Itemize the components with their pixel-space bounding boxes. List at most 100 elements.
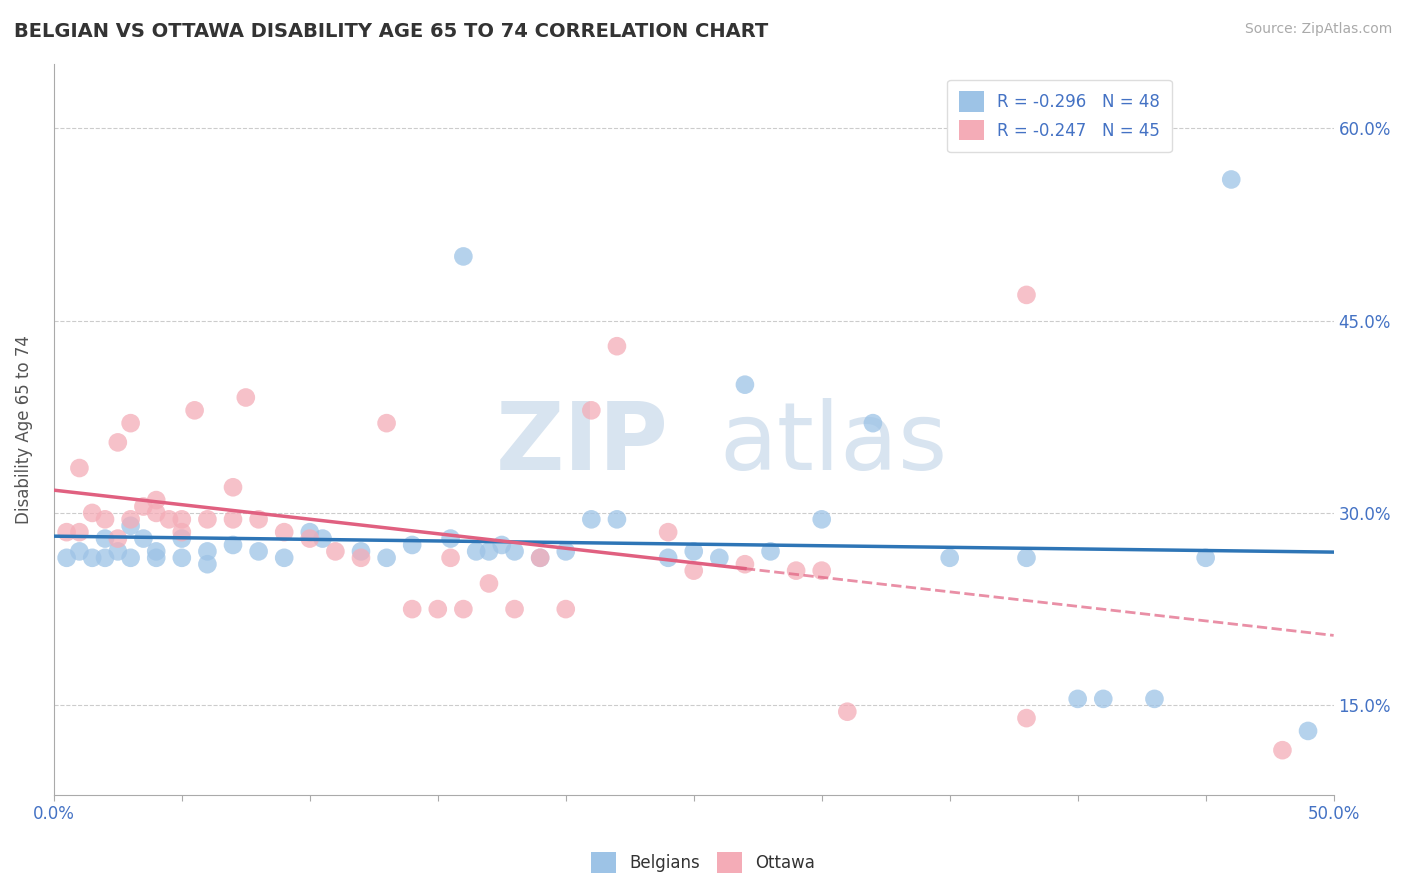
Point (837, 705, 859, 719)
Point (120, 512, 142, 526)
Point (1220, 172, 1243, 186)
Point (197, 512, 219, 526)
Point (1015, 711, 1038, 725)
Point (682, 544, 704, 558)
Point (465, 544, 488, 558)
Point (734, 558, 756, 572)
Point (298, 525, 321, 540)
Point (170, 525, 193, 540)
Point (170, 532, 193, 546)
Point (55, 525, 77, 540)
Point (606, 339, 628, 353)
Point (145, 544, 167, 558)
Point (94, 532, 117, 546)
Point (67, 544, 90, 558)
Text: atlas: atlas (720, 398, 948, 491)
Point (938, 550, 960, 565)
Point (1015, 550, 1038, 565)
Point (657, 550, 679, 565)
Point (581, 512, 603, 526)
Point (453, 602, 475, 616)
Point (145, 550, 167, 565)
Point (682, 564, 704, 578)
Point (55, 550, 77, 565)
Point (862, 416, 884, 430)
Point (298, 532, 321, 546)
Point (350, 550, 373, 565)
Point (606, 512, 628, 526)
Point (325, 544, 347, 558)
Point (426, 602, 449, 616)
Point (157, 512, 180, 526)
Point (94, 512, 117, 526)
Legend: R = -0.296   N = 48, R = -0.247   N = 45: R = -0.296 N = 48, R = -0.247 N = 45 (948, 79, 1171, 152)
Point (529, 550, 551, 565)
Point (145, 506, 167, 520)
Point (439, 550, 461, 565)
Point (197, 558, 219, 572)
Point (247, 512, 270, 526)
Point (132, 500, 155, 514)
Point (375, 416, 398, 430)
Point (503, 602, 526, 616)
Point (759, 544, 782, 558)
Point (554, 544, 576, 558)
Point (120, 518, 142, 533)
Point (478, 544, 501, 558)
Point (235, 391, 257, 405)
Point (170, 550, 193, 565)
Legend: Belgians, Ottawa: Belgians, Ottawa (585, 846, 821, 880)
Point (554, 602, 576, 616)
Point (107, 532, 129, 546)
Point (107, 435, 129, 450)
Point (82, 506, 104, 520)
Point (1015, 288, 1038, 302)
Point (375, 550, 398, 565)
Y-axis label: Disability Age 65 to 74: Disability Age 65 to 74 (15, 335, 32, 524)
Point (170, 512, 193, 526)
Point (478, 576, 501, 591)
Point (581, 403, 603, 417)
Point (197, 544, 219, 558)
Point (67, 525, 90, 540)
Point (120, 550, 142, 565)
Point (810, 564, 832, 578)
Point (222, 480, 245, 494)
Point (183, 403, 205, 417)
Point (311, 532, 333, 546)
Point (94, 550, 117, 565)
Point (145, 493, 167, 508)
Point (734, 377, 756, 392)
Point (1066, 691, 1088, 706)
Point (401, 602, 423, 616)
Point (1195, 550, 1218, 565)
Text: Source: ZipAtlas.com: Source: ZipAtlas.com (1244, 22, 1392, 37)
Point (709, 550, 731, 565)
Point (1092, 691, 1115, 706)
Point (222, 512, 245, 526)
Point (67, 461, 90, 475)
Point (222, 538, 245, 552)
Point (491, 538, 513, 552)
Point (453, 249, 475, 263)
Text: BELGIAN VS OTTAWA DISABILITY AGE 65 TO 74 CORRELATION CHART: BELGIAN VS OTTAWA DISABILITY AGE 65 TO 7… (14, 22, 768, 41)
Point (439, 532, 461, 546)
Point (132, 532, 155, 546)
Point (1143, 691, 1166, 706)
Point (657, 525, 679, 540)
Point (401, 538, 423, 552)
Point (810, 512, 832, 526)
Point (503, 544, 526, 558)
Point (350, 544, 373, 558)
Point (273, 525, 295, 540)
Point (1271, 743, 1294, 757)
Point (529, 550, 551, 565)
Point (82, 550, 104, 565)
Point (1296, 723, 1319, 738)
Point (120, 416, 142, 430)
Text: ZIP: ZIP (495, 398, 668, 491)
Point (247, 544, 270, 558)
Point (785, 564, 807, 578)
Point (273, 550, 295, 565)
Point (107, 544, 129, 558)
